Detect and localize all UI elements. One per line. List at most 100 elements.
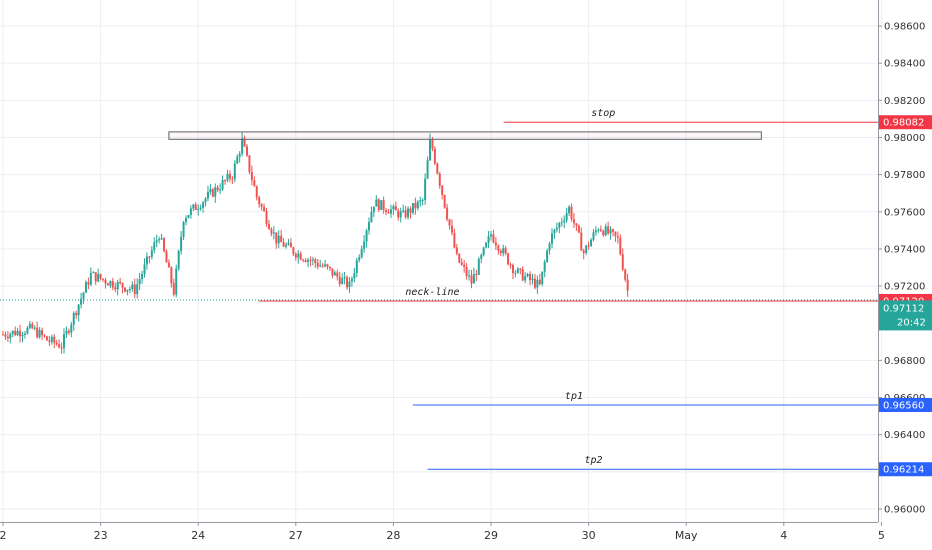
candle-down [53,336,56,343]
candle-up [241,138,244,154]
stop-line-label: stop [591,108,615,119]
candle-up [399,211,402,218]
candle-up [592,232,595,240]
candle-down [106,283,109,286]
tp2-line-tag [879,462,932,477]
candle-down [280,235,283,243]
candle-down [302,259,305,261]
candle-up [80,298,83,305]
candle-down [124,287,126,292]
y-tick-label: 0.97200 [884,282,925,293]
candle-down [248,155,251,172]
candle-down [436,163,439,174]
candle-up [204,198,207,203]
candle-down [258,197,261,205]
candle-down [265,211,268,224]
candle-down [509,264,512,266]
candle-down [446,207,449,220]
candle-down [409,208,412,213]
candle-down [309,259,312,261]
x-tick-label: 2 [0,529,7,542]
candle-up [63,334,65,349]
candle-down [304,260,307,262]
candle-up [307,259,309,262]
candle-up [155,240,158,243]
candle-down [453,232,456,248]
candle-down [582,250,585,253]
candle-down [387,212,390,214]
candle-down [450,225,453,233]
candle-down [404,210,407,218]
candle-down [612,229,614,232]
candle-down [497,245,500,251]
candle-up [109,280,112,286]
candle-up [287,242,290,245]
candle-down [43,335,46,337]
candle-up [546,250,549,262]
candle-down [243,138,246,147]
candle-up [560,222,563,224]
candle-up [392,206,395,210]
candle-down [228,173,231,179]
candle-down [250,171,253,181]
grid [0,0,882,522]
candle-up [419,200,422,202]
candle-down [267,223,270,230]
candle-up [553,229,556,234]
x-tick-label: May [675,529,698,542]
candle-down [67,330,70,333]
candle-down [292,247,295,254]
x-tick-label: 29 [484,529,498,542]
candle-up [70,324,73,333]
candle-up [138,279,141,285]
candle-up [187,215,190,219]
candle-down [492,234,495,243]
candle-down [111,280,114,288]
candle-down [443,194,446,208]
candle-down [577,225,580,233]
candle-down [119,281,122,283]
candle-up [341,278,344,285]
candle-up [333,272,336,276]
candle-down [48,340,51,342]
candle-down [216,187,219,191]
candle-up [182,221,185,237]
candle-up [180,236,183,251]
candle-up [355,259,358,274]
candle-down [624,269,627,280]
candle-down [321,265,324,267]
candle-up [175,268,178,295]
candle-down [231,178,234,180]
candle-down [14,330,17,336]
candle-up [365,230,368,242]
candle-down [580,232,583,251]
stop-line-tag [879,115,932,130]
candle-down [31,323,34,329]
candle-up [358,257,361,260]
candle-up [590,239,593,247]
candle-up [221,180,224,190]
last-price-tag [879,300,932,331]
candle-down [414,203,417,209]
candle-down [36,327,39,338]
candle-down [587,245,590,247]
candle-down [270,229,273,234]
candle-down [507,253,510,265]
candle-down [114,287,117,290]
candle-down [463,264,466,268]
candle-up [363,241,366,249]
candle-up [541,271,544,285]
candle-down [465,267,468,276]
price-axis[interactable]: 0.98600 0.98400 0.98200 0.98000 0.97800 0.976… [878,22,925,516]
candle-down [336,272,339,277]
candle-down [102,278,105,280]
candle-up [97,274,100,282]
candle-up [585,245,588,253]
candle-down [614,231,617,237]
candle-up [609,229,612,234]
candle-down [282,242,285,247]
candle-down [602,230,605,236]
time-axis[interactable]: 2 23 24 27 28 29 30 May 4 5 [0,522,885,542]
candle-down [263,206,266,212]
